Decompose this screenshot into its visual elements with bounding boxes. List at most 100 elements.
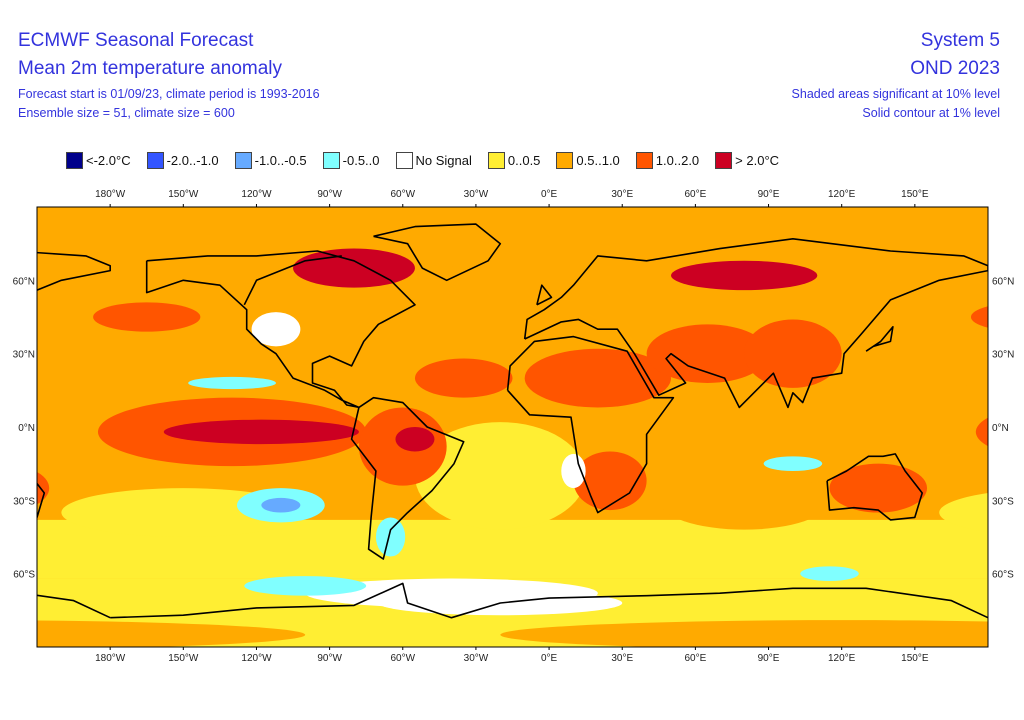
map-subtitle: Mean 2m temperature anomaly (18, 58, 283, 79)
lon-tick-bottom: 0°E (541, 653, 558, 664)
lon-tick-top: 120°W (241, 189, 272, 200)
legend-item: 0..0.5 (487, 152, 541, 169)
coastline (373, 223, 502, 282)
lon-tick-top: 90°W (317, 189, 342, 200)
legend-swatch (395, 152, 413, 169)
legend-label: 0..0.5 (507, 153, 541, 168)
anomaly-hot-siberia (671, 260, 818, 291)
lat-tick-left: 60°N (13, 276, 35, 287)
anomaly-cool-indian (763, 456, 823, 471)
lat-tick-right: 60°S (992, 570, 1014, 581)
anomaly-hot-pacific (975, 417, 988, 447)
coastline (826, 453, 923, 521)
lon-tick-bottom: 150°W (168, 653, 199, 664)
lon-tick-top: 120°E (828, 189, 856, 200)
anomaly-cool-epacific (188, 376, 276, 390)
ensemble-info: Ensemble size = 51, climate size = 600 (18, 106, 235, 120)
lon-tick-top: 60°W (390, 189, 415, 200)
lat-tick-left: 0°N (18, 423, 35, 434)
lon-tick-top: 150°W (168, 189, 199, 200)
forecast-info: Forecast start is 01/09/23, climate peri… (18, 87, 320, 101)
anomaly-weak-pacific (939, 493, 988, 533)
legend-swatch (635, 152, 653, 169)
lon-tick-bottom: 30°W (464, 653, 489, 664)
lon-tick-top: 30°E (611, 189, 633, 200)
lon-tick-bottom: 120°E (828, 653, 856, 664)
legend-swatch (487, 152, 505, 169)
lat-tick-right: 0°N (992, 423, 1009, 434)
anomaly-warm (37, 620, 306, 647)
lon-tick-bottom: 60°E (684, 653, 706, 664)
lon-tick-top: 150°E (901, 189, 929, 200)
anomaly-hot-asia (646, 324, 769, 383)
legend-label: 1.0..2.0 (655, 153, 700, 168)
coastline (865, 326, 894, 352)
lat-tick-right: 60°N (992, 276, 1014, 287)
lon-tick-top: 60°E (684, 189, 706, 200)
anomaly-cold-spacific (261, 497, 301, 513)
anomaly-hot-australia (829, 463, 928, 513)
legend-label: <-2.0°C (86, 153, 131, 168)
map-frame (36, 206, 989, 648)
legend-item: 1.0..2.0 (635, 152, 700, 169)
anomaly-no-signal-usa (251, 312, 301, 347)
legend-swatch (322, 152, 340, 169)
map-layer (0, 207, 988, 647)
legend-swatch (66, 152, 83, 169)
anomaly-hot-natlantic (414, 358, 513, 398)
anomaly-hot-npacific (970, 306, 988, 328)
anomaly-cool-southern (800, 566, 859, 582)
lon-tick-top: 180°W (95, 189, 126, 200)
period-label: OND 2023 (910, 58, 1000, 79)
legend-label: -0.5..0 (342, 153, 380, 168)
legend: <-2.0°C -2.0..-1.0 -1.0..-0.5 -0.5..0 No Sig… (66, 152, 795, 169)
significance-contour-note: Solid contour at 1% level (862, 106, 1000, 120)
legend-label: 0.5..1.0 (576, 153, 620, 168)
anomaly-hot-australia (37, 471, 50, 505)
page-title: ECMWF Seasonal Forecast (18, 30, 254, 51)
anomaly-enso (163, 419, 359, 445)
lon-tick-top: 0°E (541, 189, 558, 200)
coastline (37, 482, 46, 519)
lat-tick-left: 30°N (13, 350, 35, 361)
coastline (110, 582, 988, 619)
lon-tick-bottom: 120°W (241, 653, 272, 664)
anomaly-hot-china (744, 319, 842, 388)
coastline (350, 396, 465, 560)
coastline (243, 255, 342, 306)
anomaly-cool-southern (244, 576, 367, 596)
legend-label: No Signal (415, 153, 472, 168)
legend-item: -2.0..-1.0 (146, 152, 219, 169)
legend-item: -0.5..0 (322, 152, 380, 169)
anomaly-cool-patagonia (375, 517, 406, 557)
lon-tick-bottom: 30°E (611, 653, 633, 664)
lon-tick-top: 30°W (464, 189, 489, 200)
anomaly-enso (395, 427, 435, 452)
coastline (145, 250, 416, 409)
coastline (0, 327, 15, 351)
lat-tick-right: 30°S (992, 496, 1014, 507)
anomaly-hot-safrica (573, 451, 647, 511)
lon-tick-top: 90°E (758, 189, 780, 200)
legend-item: 0.5..1.0 (556, 152, 620, 169)
anomaly-warm (500, 620, 988, 647)
anomaly-hot-npacific (93, 302, 201, 332)
legend-label: > 2.0°C (735, 153, 780, 168)
lat-tick-left: 60°S (13, 570, 35, 581)
coastline (523, 238, 988, 409)
anomaly-warm-atlantic (439, 260, 562, 291)
anomaly-warm (939, 381, 988, 424)
legend-swatch (715, 152, 733, 169)
anomaly-warm-indian (658, 471, 830, 530)
anomaly-cool-atlantic (414, 422, 586, 530)
system-label: System 5 (920, 30, 1000, 51)
legend-swatch (556, 152, 574, 169)
lon-tick-bottom: 60°W (390, 653, 415, 664)
legend-item: No Signal (395, 152, 472, 169)
lon-tick-bottom: 90°W (317, 653, 342, 664)
legend-item: > 2.0°C (715, 152, 779, 169)
anomaly-no-signal (561, 453, 586, 489)
anomaly-hot-canada (293, 248, 415, 288)
significance-shaded-note: Shaded areas significant at 10% level (791, 87, 1000, 101)
